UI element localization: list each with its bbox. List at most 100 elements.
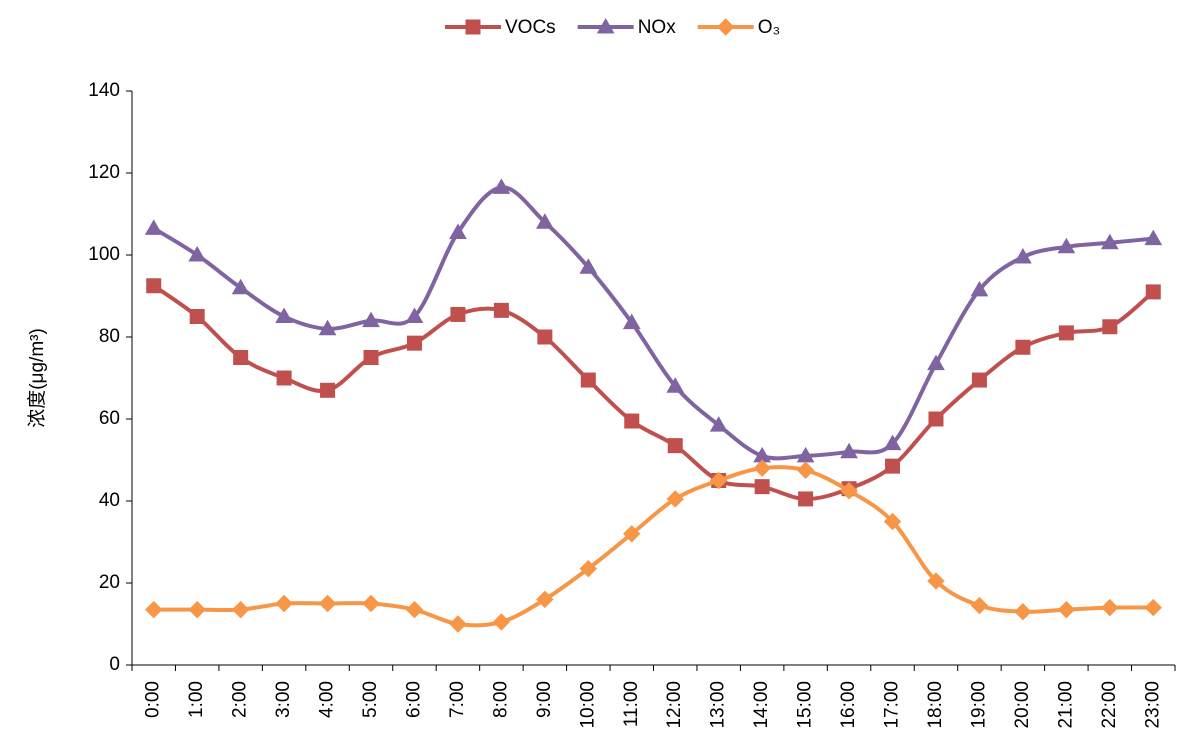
x-tick-label: 19:00 [968, 681, 989, 729]
marker [536, 590, 554, 609]
legend-marker [716, 18, 735, 36]
x-tick-label: 15:00 [795, 681, 816, 729]
y-tick-label: 140 [88, 80, 120, 101]
y-tick-label: 120 [88, 162, 120, 183]
legend-marker [465, 19, 481, 35]
marker [362, 594, 380, 613]
marker [622, 313, 641, 330]
x-tick-label: 12:00 [664, 681, 685, 729]
marker [1101, 598, 1119, 617]
x-tick-label: 11:00 [621, 681, 642, 727]
marker [927, 354, 945, 371]
legend-label: O₃ [758, 17, 781, 38]
marker [145, 600, 163, 619]
marker [231, 600, 250, 619]
x-tick-label: 22:00 [1099, 681, 1120, 729]
series [145, 459, 1162, 633]
x-tick-label: 21:00 [1055, 681, 1076, 729]
marker [188, 245, 207, 262]
marker [1144, 598, 1162, 617]
x-tick-label: 8:00 [490, 681, 511, 718]
marker [883, 512, 902, 531]
marker [318, 594, 337, 613]
marker [970, 280, 989, 297]
marker [667, 438, 683, 454]
legend: VOCs NOx O₃ [445, 17, 780, 38]
marker [1014, 248, 1032, 264]
marker [1058, 325, 1074, 341]
marker [1014, 602, 1032, 621]
x-tick-label: 16:00 [838, 681, 859, 729]
marker [623, 525, 641, 543]
marker [405, 600, 424, 619]
series [144, 178, 1163, 463]
x-tick-label: 7:00 [447, 681, 468, 718]
marker [537, 329, 553, 345]
marker [318, 319, 337, 336]
marker [535, 213, 554, 229]
marker [970, 596, 989, 615]
y-tick-label: 100 [88, 244, 120, 265]
x-tick-label: 5:00 [360, 681, 381, 718]
marker [927, 572, 945, 590]
x-tick-label: 3:00 [273, 681, 294, 718]
marker [579, 559, 598, 578]
legend-marker [596, 17, 615, 34]
x-tick-label: 10:00 [577, 681, 598, 729]
x-tick-label: 9:00 [534, 681, 555, 718]
x-tick-label: 4:00 [317, 681, 338, 718]
line [152, 185, 1154, 461]
legend-label: NOx [638, 17, 677, 38]
y-tick-label: 20 [99, 572, 120, 593]
marker [885, 458, 901, 474]
marker [146, 278, 162, 294]
marker [450, 306, 466, 322]
marker [709, 416, 728, 432]
marker [188, 600, 206, 619]
marker [580, 372, 596, 388]
x-tick-label: 1:00 [186, 681, 207, 718]
marker [1100, 233, 1119, 250]
line [152, 284, 1155, 501]
marker [796, 461, 815, 479]
marker [928, 411, 944, 427]
marker [883, 434, 902, 451]
marker [753, 459, 771, 477]
marker [320, 382, 336, 398]
x-tick-label: 23:00 [1142, 681, 1163, 729]
marker [1102, 319, 1118, 335]
marker [406, 335, 422, 351]
marker [275, 594, 293, 613]
marker [1144, 229, 1163, 246]
x-tick-label: 20:00 [1012, 681, 1033, 729]
marker [492, 178, 511, 194]
marker [189, 309, 205, 324]
legend-label: VOCs [505, 17, 556, 38]
marker [492, 613, 511, 631]
x-tick-label: 17:00 [882, 681, 903, 729]
marker [276, 370, 292, 386]
x-tick-label: 0:00 [143, 681, 164, 718]
line [153, 465, 1154, 628]
marker [1057, 600, 1076, 619]
marker [840, 442, 858, 459]
marker [233, 350, 249, 365]
marker [449, 615, 467, 633]
marker [1057, 237, 1076, 254]
y-tick-label: 0 [109, 654, 120, 675]
series [146, 278, 1161, 507]
x-tick-label: 6:00 [403, 681, 424, 718]
x-tick-label: 14:00 [751, 681, 772, 729]
x-tick-label: 2:00 [230, 681, 251, 718]
marker [754, 479, 770, 495]
marker [798, 491, 814, 507]
marker [840, 482, 858, 500]
marker [624, 413, 640, 429]
marker [709, 471, 728, 490]
marker [362, 311, 380, 328]
x-tick-label: 13:00 [708, 681, 729, 729]
marker [1145, 284, 1161, 300]
marker [971, 372, 987, 388]
marker [275, 307, 293, 323]
